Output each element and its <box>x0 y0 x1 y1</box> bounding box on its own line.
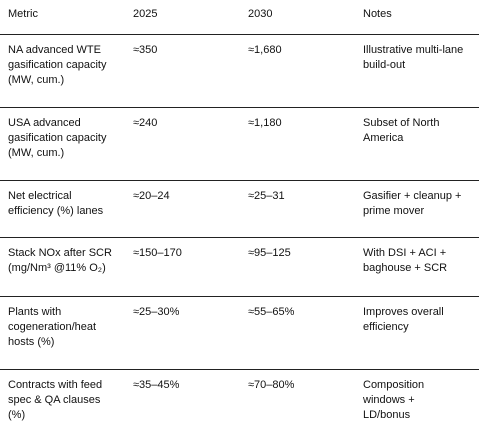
table-row: USA advanced gasification capacity (MW, … <box>0 107 479 180</box>
metric-cell: Contracts with feed spec & QA clauses (%… <box>8 379 103 421</box>
value-2030-cell: ≈55–65% <box>248 306 295 318</box>
value-2030-cell: ≈70–80% <box>248 379 295 391</box>
table-row: Contracts with feed spec & QA clauses (%… <box>0 369 479 435</box>
value-2025-cell: ≈350 <box>133 44 158 56</box>
metric-cell: USA advanced gasification capacity (MW, … <box>8 117 107 159</box>
value-2025-cell: ≈20–24 <box>133 190 170 202</box>
notes-cell: With DSI + ACI + baghouse + SCR <box>363 247 448 274</box>
notes-cell: Illustrative multi-lane build-out <box>363 44 464 71</box>
metric-cell: NA advanced WTE gasification capacity (M… <box>8 44 107 86</box>
metric-cell: Plants with cogeneration/heat hosts (%) <box>8 306 97 348</box>
value-2025-cell: ≈35–45% <box>133 379 180 391</box>
metric-cell: Net electrical efficiency (%) lanes <box>8 190 104 217</box>
metric-cell: Stack NOx after SCR (mg/Nm³ @11% O₂) <box>8 247 112 274</box>
table-row: Plants with cogeneration/heat hosts (%) … <box>0 296 479 369</box>
table-header-row: Metric 2025 2030 Notes <box>0 0 479 34</box>
notes-cell: Improves overall efficiency <box>363 306 444 333</box>
header-2025: 2025 <box>133 8 158 20</box>
table-row: Net electrical efficiency (%) lanes ≈20–… <box>0 180 479 237</box>
header-2030: 2030 <box>248 8 273 20</box>
value-2030-cell: ≈25–31 <box>248 190 285 202</box>
value-2025-cell: ≈150–170 <box>133 247 182 259</box>
value-2030-cell: ≈95–125 <box>248 247 291 259</box>
table-row: NA advanced WTE gasification capacity (M… <box>0 34 479 107</box>
notes-cell: Subset of North America <box>363 117 440 144</box>
value-2025-cell: ≈240 <box>133 117 158 129</box>
header-metric: Metric <box>8 8 38 20</box>
header-notes: Notes <box>363 8 392 20</box>
notes-cell: Gasifier + cleanup + prime mover <box>363 190 462 217</box>
value-2025-cell: ≈25–30% <box>133 306 180 318</box>
value-2030-cell: ≈1,180 <box>248 117 282 129</box>
notes-cell: Composition windows + LD/bonus <box>363 379 425 421</box>
value-2030-cell: ≈1,680 <box>248 44 282 56</box>
table-row: Stack NOx after SCR (mg/Nm³ @11% O₂) ≈15… <box>0 237 479 296</box>
